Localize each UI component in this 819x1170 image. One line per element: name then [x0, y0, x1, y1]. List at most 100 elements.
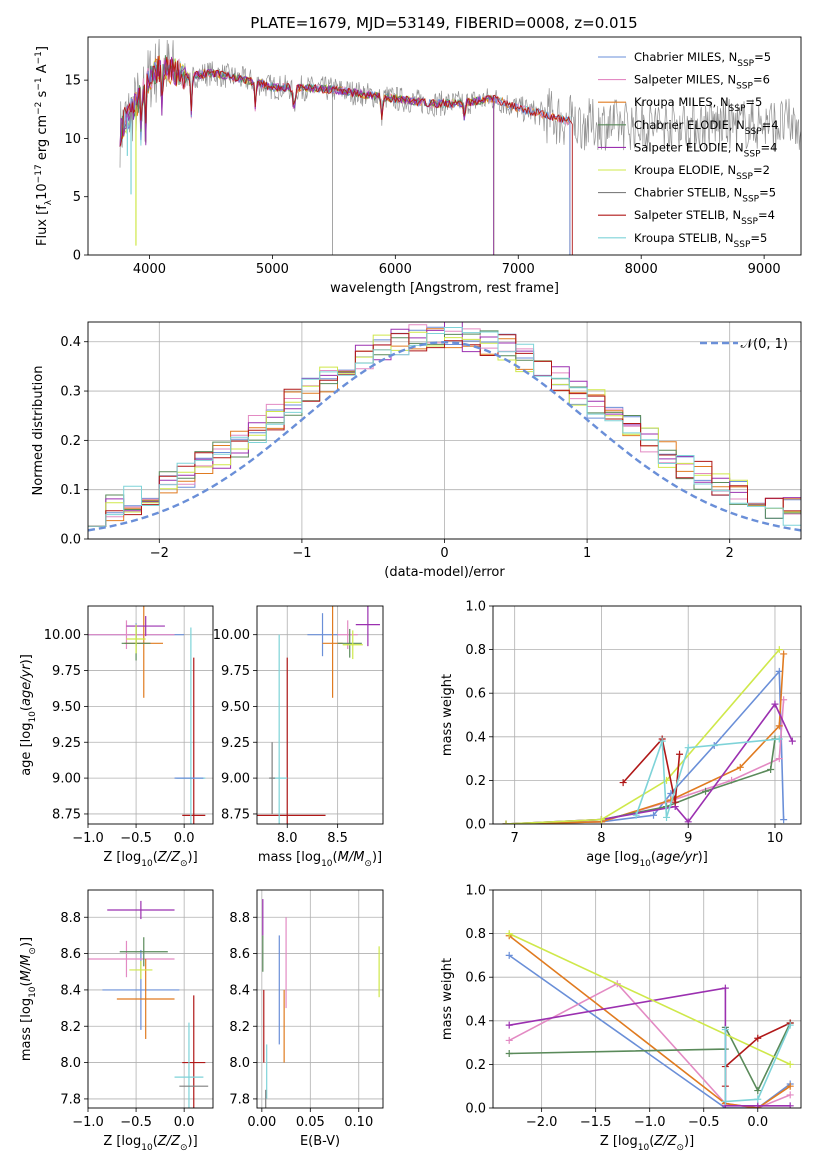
- x-axis-label: Z [log10(Z/Z⊙)]: [103, 850, 197, 869]
- plots-root: 4000 5000 6000 7000 8000 9000051015wavelength…: [19, 36, 802, 1153]
- label-part: =5: [759, 186, 776, 200]
- normal-curve: [88, 340, 801, 532]
- label-part: SSP: [737, 59, 754, 69]
- label-part: )]: [19, 937, 34, 947]
- label-part: SSP: [744, 149, 761, 159]
- y-tick-label: 8.6: [229, 947, 250, 962]
- y-tick-label: 8.75: [52, 807, 81, 822]
- weight-marker: [771, 700, 779, 708]
- label-part: Kroupa STELIB, N: [634, 231, 734, 245]
- x-tick-label: −2.0: [526, 1115, 558, 1130]
- label-part: 10: [321, 859, 333, 869]
- x-tick-label: −0.5: [120, 1115, 152, 1130]
- label-part: mass [log: [258, 850, 321, 865]
- x-axis-label: age [log10(age/yr)]: [586, 850, 708, 869]
- weight-marker: [780, 816, 788, 824]
- label-part: Kroupa ELODIE, N: [634, 163, 736, 177]
- weight-marker: [775, 755, 783, 763]
- weight-marker: [632, 811, 640, 819]
- label-part: (: [651, 850, 656, 865]
- figure-title: PLATE=1679, MJD=53149, FIBERID=0008, z=0…: [250, 14, 637, 32]
- weight-marker: [754, 1034, 762, 1042]
- weight-marker: [754, 1102, 762, 1108]
- weight-line-0: [508, 954, 791, 1108]
- label-part: Chabrier MILES, N: [634, 50, 737, 64]
- x-tick-label: −0.5: [688, 1115, 720, 1130]
- x-tick-label: −2: [150, 546, 169, 561]
- label-part: erg cm: [35, 115, 50, 164]
- axes-frame: [87, 36, 802, 256]
- label-part: ]: [35, 46, 50, 51]
- x-tick-label: 5000: [256, 262, 289, 277]
- y-tick-label: 0.2: [60, 434, 81, 449]
- axes-frame: [492, 889, 802, 1109]
- plot-area-spectrum: [119, 38, 801, 255]
- legend-label-2: Kroupa MILES, NSSP=5: [634, 95, 762, 114]
- y-tick-label: 10.00: [44, 628, 81, 643]
- y-tick-label: 9.00: [52, 772, 81, 787]
- label-part: SSP: [742, 195, 759, 205]
- panel-mass-weight-vs-Z: −2.0 −1.5 −1.0 −0.5 0.0 0.0 0.2 0.4 0.6 0.8 1.0 Z […: [440, 884, 802, 1153]
- weight-marker: [650, 811, 658, 819]
- label-part: age/yr: [19, 663, 34, 706]
- x-tick-label: 10: [767, 831, 784, 846]
- y-tick-label: 9.50: [221, 700, 250, 715]
- label-part: λ: [44, 199, 54, 205]
- label-part: ⊙: [28, 947, 38, 955]
- y-tick-label: 9.75: [52, 664, 81, 679]
- x-tick-label: −1.0: [72, 831, 104, 846]
- weight-marker: [775, 667, 783, 675]
- x-axis-label: mass [log10(M/M⊙)]: [258, 850, 382, 869]
- x-tick-label: 0.10: [344, 1115, 373, 1130]
- panel-spectrum: 4000 5000 6000 7000 8000 9000 0 5 10 15 wavelength…: [34, 36, 802, 296]
- legend-label-7: Salpeter STELIB, NSSP=4: [634, 208, 775, 227]
- weight-marker: [786, 1021, 794, 1029]
- weight-marker: [702, 787, 710, 795]
- weight-marker: [780, 650, 788, 658]
- axes-frame: [87, 889, 214, 1109]
- label-part: E(B-V): [300, 1134, 340, 1149]
- legend-label-0: Chabrier MILES, NSSP=5: [634, 50, 771, 69]
- y-tick-label: 8.8: [229, 911, 250, 926]
- label-part: −1: [34, 77, 44, 90]
- weight-marker: [502, 820, 510, 824]
- label-part: )]: [188, 850, 198, 865]
- weight-marker: [786, 1060, 794, 1068]
- label-part: SSP: [745, 127, 762, 137]
- x-tick-label: 0.00: [247, 1115, 276, 1130]
- y-tick-label: 9.00: [221, 772, 250, 787]
- label-part: )]: [188, 1134, 198, 1149]
- y-tick-label: 8.75: [221, 807, 250, 822]
- y-tick-label: 10: [64, 132, 81, 147]
- weight-marker: [597, 816, 605, 824]
- x-tick-label: 9: [684, 831, 692, 846]
- weight-marker: [786, 1102, 794, 1108]
- x-tick-label: 8.5: [327, 831, 348, 846]
- weight-line-7: [724, 1024, 791, 1103]
- x-tick-label: 4000: [133, 262, 166, 277]
- y-tick-label: 8.2: [229, 1020, 250, 1035]
- y-tick-label: 0.6: [465, 971, 486, 986]
- x-tick-label: 1: [583, 546, 591, 561]
- y-axis-label: mass [log10(M/M⊙)]: [19, 937, 38, 1061]
- label-part: SSP: [729, 104, 746, 114]
- label-part: SSP: [736, 172, 753, 182]
- panel-age-vs-mass: 8.0 8.5 8.75 9.00 9.25 9.50 9.75 10.00 mass [log…: [213, 605, 384, 869]
- x-tick-label: 0.0: [174, 831, 195, 846]
- label-part: SSP: [736, 82, 753, 92]
- label-part: Z [log: [103, 850, 141, 865]
- label-part: Flux [f: [35, 205, 50, 246]
- label-part: SSP: [741, 217, 758, 227]
- panel-age-vs-Z: −1.0 −0.5 0.0 8.75 9.00 9.25 9.50 9.75 10.00 Z [l…: [19, 605, 214, 869]
- y-tick-label: 0.6: [465, 687, 486, 702]
- x-tick-label: −0.5: [120, 831, 152, 846]
- y-axis-label: age [log10(age/yr)]: [19, 654, 38, 776]
- label-part: =4: [761, 140, 778, 154]
- plot-area-age-vs-mass: [257, 606, 380, 824]
- label-part: )]: [684, 1134, 694, 1149]
- y-tick-label: 0.4: [465, 1014, 486, 1029]
- panel-residuals: −2 −1 0 1 2 0.0 0.1 0.2 0.3 0.4 (data-model)/error…: [31, 321, 802, 580]
- plot-area-mass-weight-vs-age: [502, 646, 796, 824]
- y-tick-label: 8.8: [60, 911, 81, 926]
